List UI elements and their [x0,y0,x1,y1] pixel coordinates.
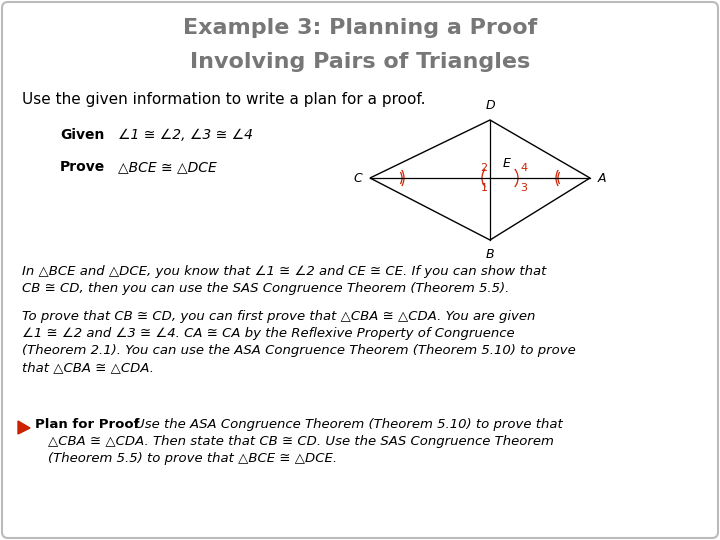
Polygon shape [18,421,30,434]
Text: (Theorem 2.1). You can use the ASA Congruence Theorem (Theorem 5.10) to prove: (Theorem 2.1). You can use the ASA Congr… [22,344,576,357]
Text: Given: Given [60,128,104,142]
Text: CB ≅ CD, then you can use the SAS Congruence Theorem (Theorem 5.5).: CB ≅ CD, then you can use the SAS Congru… [22,282,509,295]
Text: △BCE ≅ △DCE: △BCE ≅ △DCE [118,160,217,174]
Text: (Theorem 5.5) to prove that △BCE ≅ △DCE.: (Theorem 5.5) to prove that △BCE ≅ △DCE. [48,452,337,465]
Text: Prove: Prove [60,160,105,174]
Text: Plan for Proof: Plan for Proof [35,418,140,431]
Text: In △BCE and △DCE, you know that ∠1 ≅ ∠2 and CE ≅ CE. If you can show that: In △BCE and △DCE, you know that ∠1 ≅ ∠2 … [22,265,546,278]
Text: 4: 4 [521,163,528,173]
Text: To prove that CB ≅ CD, you can first prove that △CBA ≅ △CDA. You are given: To prove that CB ≅ CD, you can first pro… [22,310,536,323]
Text: Use the given information to write a plan for a proof.: Use the given information to write a pla… [22,92,426,107]
Text: ∠1 ≅ ∠2, ∠3 ≅ ∠4: ∠1 ≅ ∠2, ∠3 ≅ ∠4 [118,128,253,142]
Text: E: E [503,157,511,170]
Text: D: D [485,99,495,112]
Text: ∠1 ≅ ∠2 and ∠3 ≅ ∠4. CA ≅ CA by the Reflexive Property of Congruence: ∠1 ≅ ∠2 and ∠3 ≅ ∠4. CA ≅ CA by the Refl… [22,327,515,340]
Text: that △CBA ≅ △CDA.: that △CBA ≅ △CDA. [22,361,154,374]
Text: Involving Pairs of Triangles: Involving Pairs of Triangles [190,52,530,72]
Text: B: B [486,248,495,261]
Text: 2: 2 [480,163,487,173]
Text: △CBA ≅ △CDA. Then state that CB ≅ CD. Use the SAS Congruence Theorem: △CBA ≅ △CDA. Then state that CB ≅ CD. Us… [48,435,554,448]
Text: C: C [354,172,362,185]
Text: 3: 3 [521,183,528,193]
Text: Example 3: Planning a Proof: Example 3: Planning a Proof [183,18,537,38]
Text: 1: 1 [480,183,487,193]
Text: A: A [598,172,606,185]
Text: Use the ASA Congruence Theorem (Theorem 5.10) to prove that: Use the ASA Congruence Theorem (Theorem … [135,418,563,431]
